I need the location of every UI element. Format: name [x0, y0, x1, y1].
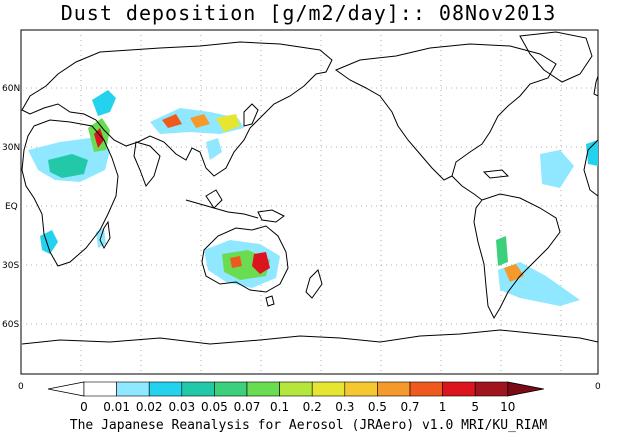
lon-label-left: 0: [18, 382, 24, 392]
map-title: Dust deposition [g/m2/day]:: 08Nov2013: [60, 1, 557, 25]
dust-w-africa-east: [586, 140, 598, 166]
coast-eurasia: [21, 41, 333, 177]
coast-greenland: [519, 31, 593, 83]
colorbar-label: 0.01: [103, 400, 130, 414]
colorbar-box: [246, 381, 280, 397]
colorbar-label: 0.05: [201, 400, 228, 414]
colorbar-label: 0.2: [303, 400, 322, 414]
colorbar-label: 1: [439, 400, 447, 414]
coast-tasmania: [265, 295, 275, 307]
coast-borneo: [205, 189, 223, 209]
colorbar-box: [214, 381, 248, 397]
dust-field: [28, 90, 598, 306]
coast-africa: [21, 119, 119, 267]
graticule: [21, 30, 598, 374]
colorbar-box: [83, 381, 117, 397]
coast-central-america: [451, 175, 483, 201]
colorbar-labels: 0 0.01 0.02 0.03 0.05 0.07 0.1 0.2 0.3 0.5 0.7 1 5 10: [80, 400, 515, 414]
coast-madagascar: [99, 220, 111, 250]
dust-china-east: [216, 114, 240, 132]
coast-japan: [243, 103, 259, 127]
colorbar-label: 5: [471, 400, 479, 414]
dust-sahara-core: [48, 154, 88, 178]
colorbar-box: [474, 381, 509, 397]
coast-new-guinea: [257, 209, 285, 223]
coast-indonesia: [185, 199, 259, 219]
colorbar-label: 0.7: [400, 400, 419, 414]
colorbar-box: [311, 381, 346, 397]
colorbar: 0 0 0 0.01 0.02 0.03 0.05 0.07 0.1 0.2 0.3 0.5 0.7…: [18, 381, 601, 414]
lon-label-right: 0: [595, 382, 601, 392]
colorbar-label: 0.1: [270, 400, 289, 414]
colorbar-arrow-high: [507, 381, 544, 397]
coast-uk: [593, 75, 599, 97]
dust-andes: [496, 236, 508, 266]
colorbar-label: 0: [80, 400, 88, 414]
dust-gobi-2: [190, 114, 210, 128]
colorbar-box: [181, 381, 215, 397]
lat-label-30n: 30N: [2, 143, 20, 153]
coast-cuba: [482, 169, 510, 179]
colorbar-box: [148, 381, 183, 397]
coast-south-america: [473, 193, 561, 320]
colorbar-box: [344, 381, 378, 397]
colorbar-box: [442, 381, 476, 397]
colorbar-arrow-low: [47, 381, 85, 397]
colorbar-boxes: [47, 381, 544, 397]
dust-australia-west: [230, 256, 242, 268]
lat-label-60n: 60N: [2, 84, 20, 94]
coast-india: [133, 141, 161, 187]
colorbar-label: 0.07: [234, 400, 261, 414]
lat-label-eq: EQ: [5, 202, 18, 212]
dust-gobi: [162, 114, 182, 128]
coast-west-africa-right: [583, 139, 599, 197]
map-footer: The Japanese Reanalysis for Aerosol (JRA…: [69, 418, 548, 433]
dust-tibet: [206, 138, 222, 160]
lat-label-60s: 60S: [2, 320, 19, 330]
map-frame: [20, 29, 599, 375]
colorbar-box: [279, 381, 313, 397]
coast-antarctica: [21, 329, 599, 345]
colorbar-box: [116, 381, 150, 397]
coast-new-zealand: [305, 269, 323, 299]
dust-europe: [92, 90, 116, 116]
dust-arabia-core: [94, 128, 104, 148]
colorbar-label: 0.02: [136, 400, 163, 414]
coastlines: [21, 31, 599, 345]
dust-atlantic: [540, 150, 574, 188]
lat-label-30s: 30S: [2, 261, 19, 271]
colorbar-label: 0.5: [368, 400, 387, 414]
colorbar-box: [377, 381, 411, 397]
dust-australia-core: [252, 252, 270, 274]
colorbar-label: 10: [500, 400, 515, 414]
coast-north-america: [334, 43, 557, 181]
colorbar-label: 0.03: [168, 400, 195, 414]
coast-australia: [201, 225, 289, 293]
colorbar-box: [409, 381, 443, 397]
colorbar-label: 0.3: [335, 400, 354, 414]
